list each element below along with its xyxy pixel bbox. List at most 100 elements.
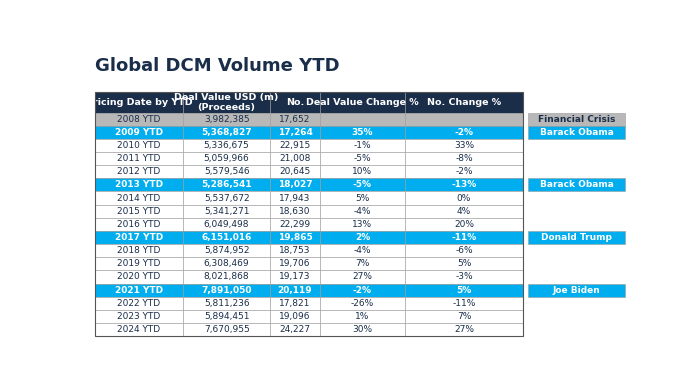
Bar bbox=[183, 310, 271, 323]
Text: 17,652: 17,652 bbox=[279, 115, 310, 124]
Text: 30%: 30% bbox=[352, 325, 372, 334]
Bar bbox=[319, 218, 405, 231]
Text: 4%: 4% bbox=[457, 207, 471, 216]
Bar bbox=[271, 283, 319, 297]
Text: 2013 YTD: 2013 YTD bbox=[115, 181, 163, 189]
Text: 5,537,672: 5,537,672 bbox=[204, 194, 249, 203]
Text: -3%: -3% bbox=[455, 273, 473, 281]
Bar bbox=[95, 152, 183, 165]
Bar bbox=[183, 139, 271, 152]
Bar bbox=[183, 178, 271, 191]
Text: 22,915: 22,915 bbox=[279, 141, 310, 150]
Text: 19,096: 19,096 bbox=[279, 312, 311, 321]
Bar bbox=[183, 218, 271, 231]
Text: Barack Obama: Barack Obama bbox=[540, 128, 614, 137]
Text: 2%: 2% bbox=[355, 233, 370, 242]
Bar bbox=[183, 126, 271, 139]
Text: 5,059,966: 5,059,966 bbox=[204, 154, 249, 163]
Bar bbox=[319, 244, 405, 257]
Bar bbox=[95, 204, 183, 218]
Bar bbox=[405, 126, 523, 139]
Bar bbox=[271, 244, 319, 257]
Text: 6,151,016: 6,151,016 bbox=[201, 233, 252, 242]
Text: 5,336,675: 5,336,675 bbox=[204, 141, 249, 150]
Bar bbox=[95, 257, 183, 270]
Text: Barack Obama: Barack Obama bbox=[540, 181, 614, 189]
Bar bbox=[405, 323, 523, 336]
Text: 2015 YTD: 2015 YTD bbox=[117, 207, 161, 216]
Bar bbox=[95, 165, 183, 178]
Bar bbox=[271, 126, 319, 139]
Text: Global DCM Volume YTD: Global DCM Volume YTD bbox=[95, 57, 340, 75]
Text: 19,706: 19,706 bbox=[279, 259, 311, 268]
Text: 7,891,050: 7,891,050 bbox=[201, 286, 252, 295]
Bar bbox=[95, 283, 183, 297]
Bar bbox=[405, 297, 523, 310]
Text: 2018 YTD: 2018 YTD bbox=[117, 246, 161, 255]
Bar bbox=[95, 323, 183, 336]
Bar bbox=[319, 270, 405, 283]
Bar bbox=[271, 218, 319, 231]
Text: 5,341,271: 5,341,271 bbox=[204, 207, 249, 216]
Bar bbox=[528, 112, 625, 126]
Text: -2%: -2% bbox=[353, 286, 372, 295]
Bar bbox=[319, 257, 405, 270]
Bar bbox=[95, 139, 183, 152]
Text: 27%: 27% bbox=[454, 325, 474, 334]
Bar bbox=[183, 112, 271, 126]
Bar bbox=[183, 283, 271, 297]
Bar bbox=[405, 92, 523, 112]
Text: 18,753: 18,753 bbox=[279, 246, 311, 255]
Text: 2017 YTD: 2017 YTD bbox=[115, 233, 163, 242]
Bar bbox=[183, 231, 271, 244]
Bar bbox=[319, 139, 405, 152]
Bar bbox=[271, 92, 319, 112]
Bar bbox=[271, 257, 319, 270]
Text: Deal Value Change %: Deal Value Change % bbox=[306, 98, 419, 107]
Text: 6,049,498: 6,049,498 bbox=[204, 220, 249, 229]
Bar bbox=[405, 204, 523, 218]
Bar bbox=[319, 283, 405, 297]
Bar bbox=[405, 244, 523, 257]
Bar bbox=[528, 126, 625, 139]
Text: -11%: -11% bbox=[452, 299, 475, 308]
Text: 2019 YTD: 2019 YTD bbox=[117, 259, 161, 268]
Bar bbox=[405, 218, 523, 231]
Text: 5,579,546: 5,579,546 bbox=[204, 167, 249, 176]
Bar bbox=[319, 165, 405, 178]
Text: Pricing Date by YTD: Pricing Date by YTD bbox=[86, 98, 192, 107]
Bar bbox=[95, 112, 183, 126]
Text: 5%: 5% bbox=[355, 194, 370, 203]
Bar bbox=[95, 92, 183, 112]
Text: -2%: -2% bbox=[454, 128, 473, 137]
Bar bbox=[319, 310, 405, 323]
Bar bbox=[271, 323, 319, 336]
Text: 0%: 0% bbox=[457, 194, 471, 203]
Text: -26%: -26% bbox=[351, 299, 374, 308]
Bar bbox=[405, 165, 523, 178]
Text: -8%: -8% bbox=[455, 154, 473, 163]
Bar bbox=[405, 310, 523, 323]
Bar bbox=[405, 112, 523, 126]
Bar bbox=[271, 112, 319, 126]
Bar bbox=[528, 283, 625, 297]
Bar bbox=[271, 191, 319, 204]
Text: 2024 YTD: 2024 YTD bbox=[118, 325, 161, 334]
Bar bbox=[271, 204, 319, 218]
Text: 18,630: 18,630 bbox=[279, 207, 311, 216]
Bar bbox=[271, 178, 319, 191]
Bar bbox=[319, 126, 405, 139]
Bar bbox=[319, 112, 405, 126]
Bar bbox=[271, 139, 319, 152]
Text: 22,299: 22,299 bbox=[280, 220, 310, 229]
Text: 2010 YTD: 2010 YTD bbox=[117, 141, 161, 150]
Bar bbox=[405, 231, 523, 244]
Text: 2016 YTD: 2016 YTD bbox=[117, 220, 161, 229]
Text: 2014 YTD: 2014 YTD bbox=[118, 194, 161, 203]
Bar bbox=[95, 126, 183, 139]
Text: 20%: 20% bbox=[454, 220, 474, 229]
Text: 5,811,236: 5,811,236 bbox=[204, 299, 249, 308]
Bar bbox=[271, 310, 319, 323]
Text: Joe Biden: Joe Biden bbox=[553, 286, 601, 295]
Text: 19,173: 19,173 bbox=[279, 273, 311, 281]
